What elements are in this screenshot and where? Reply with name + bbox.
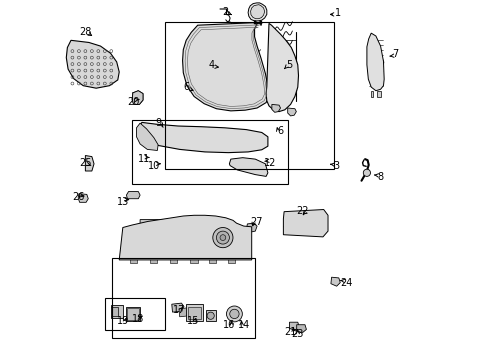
- Text: 1: 1: [334, 8, 341, 18]
- Text: 19: 19: [117, 316, 129, 326]
- Polygon shape: [169, 258, 177, 263]
- Polygon shape: [119, 215, 251, 260]
- Polygon shape: [376, 91, 380, 97]
- Polygon shape: [120, 250, 249, 258]
- Polygon shape: [140, 220, 197, 239]
- Polygon shape: [171, 303, 183, 312]
- Polygon shape: [78, 194, 88, 202]
- Polygon shape: [271, 104, 280, 112]
- Text: 5: 5: [286, 60, 292, 70]
- Text: 15: 15: [186, 316, 199, 326]
- Text: 14: 14: [238, 320, 250, 330]
- Text: 16: 16: [222, 320, 234, 330]
- Polygon shape: [209, 258, 216, 263]
- Text: 9: 9: [156, 118, 162, 128]
- Circle shape: [254, 22, 256, 24]
- Polygon shape: [110, 305, 122, 318]
- Polygon shape: [250, 5, 264, 19]
- Text: 24: 24: [339, 278, 351, 288]
- Text: 8: 8: [377, 172, 383, 182]
- Circle shape: [259, 22, 261, 24]
- Bar: [165, 22, 333, 169]
- Text: 18: 18: [132, 314, 144, 324]
- Polygon shape: [136, 123, 158, 150]
- Text: 22: 22: [295, 206, 308, 216]
- Text: 26: 26: [72, 192, 84, 202]
- Text: 10: 10: [147, 161, 160, 171]
- Circle shape: [226, 306, 242, 322]
- Polygon shape: [187, 307, 201, 319]
- Polygon shape: [205, 310, 215, 321]
- Polygon shape: [138, 122, 267, 153]
- Polygon shape: [228, 258, 235, 263]
- Circle shape: [212, 228, 232, 248]
- Text: 3: 3: [332, 161, 339, 171]
- Bar: [112, 258, 254, 338]
- Polygon shape: [126, 307, 140, 321]
- Text: 21: 21: [284, 327, 296, 337]
- Text: 17: 17: [172, 305, 185, 315]
- Polygon shape: [127, 308, 139, 320]
- Text: 12: 12: [264, 158, 276, 168]
- Polygon shape: [283, 210, 327, 237]
- Bar: [132, 120, 288, 184]
- Polygon shape: [246, 223, 257, 232]
- Polygon shape: [366, 33, 384, 91]
- Text: 6: 6: [183, 82, 189, 92]
- Text: 28: 28: [79, 27, 91, 37]
- Text: 20: 20: [127, 96, 140, 107]
- Polygon shape: [370, 91, 373, 97]
- Circle shape: [206, 312, 214, 319]
- Polygon shape: [285, 212, 325, 234]
- Text: 27: 27: [249, 217, 262, 228]
- Text: 25: 25: [79, 158, 91, 168]
- Polygon shape: [229, 158, 267, 176]
- Circle shape: [363, 169, 370, 176]
- Polygon shape: [192, 217, 225, 232]
- Text: 6: 6: [277, 126, 283, 136]
- Polygon shape: [330, 277, 340, 286]
- Polygon shape: [296, 325, 306, 333]
- Circle shape: [216, 231, 229, 244]
- Polygon shape: [132, 91, 142, 104]
- Polygon shape: [66, 40, 119, 88]
- Polygon shape: [85, 156, 94, 171]
- Bar: [104, 298, 164, 330]
- Polygon shape: [126, 192, 140, 199]
- Polygon shape: [265, 23, 298, 112]
- Polygon shape: [190, 258, 197, 263]
- Polygon shape: [186, 304, 203, 321]
- Polygon shape: [179, 308, 189, 317]
- Polygon shape: [150, 258, 157, 263]
- Text: 2: 2: [222, 6, 228, 17]
- Text: 13: 13: [117, 197, 129, 207]
- Text: 4: 4: [208, 60, 214, 70]
- Polygon shape: [247, 3, 266, 21]
- Text: 23: 23: [291, 329, 304, 339]
- Polygon shape: [287, 108, 296, 116]
- Text: 11: 11: [137, 154, 149, 164]
- Polygon shape: [130, 258, 137, 263]
- Circle shape: [229, 309, 239, 319]
- Polygon shape: [111, 307, 118, 316]
- Polygon shape: [182, 22, 268, 111]
- Text: 7: 7: [392, 49, 398, 59]
- Circle shape: [220, 235, 225, 240]
- Polygon shape: [289, 322, 299, 330]
